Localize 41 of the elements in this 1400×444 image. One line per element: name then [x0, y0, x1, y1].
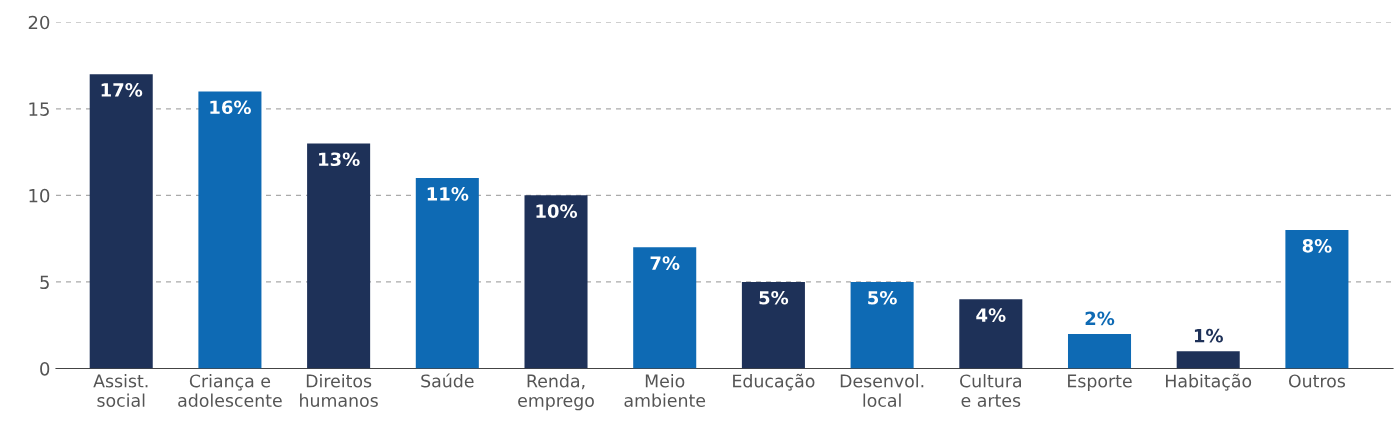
y-tick-label: 15 — [29, 102, 49, 116]
x-tick-label: Renda, emprego — [518, 374, 594, 411]
data-label: 8% — [1302, 238, 1332, 253]
data-label: 1% — [1194, 328, 1223, 343]
y-tick-label: 0 — [40, 361, 50, 376]
x-tick-label: Cultura e artes — [960, 374, 1022, 407]
x-tick-label: Saúde — [421, 373, 474, 388]
bar — [959, 299, 1023, 369]
data-label: 2% — [1085, 311, 1115, 326]
data-label: 16% — [210, 100, 251, 115]
y-tick-label: 5 — [40, 275, 49, 290]
bar — [524, 195, 588, 369]
x-tick-label: Esporte — [1068, 374, 1132, 391]
x-tick-label: Outros — [1288, 374, 1346, 388]
bar — [1067, 333, 1132, 369]
bar — [415, 178, 479, 369]
x-tick-label: Desenvol. local — [840, 374, 924, 407]
data-label: 4% — [976, 308, 1006, 322]
bar — [89, 74, 153, 369]
x-tick-label: Criança e adolescente — [178, 374, 282, 407]
x-tick-label: Direitos humanos — [300, 374, 378, 407]
bar — [1285, 229, 1349, 369]
data-label: 13% — [319, 152, 360, 167]
x-tick-label: Educação — [733, 373, 815, 391]
x-tick-label: Assist. social — [93, 374, 148, 407]
data-label: 10% — [536, 204, 578, 218]
bar — [741, 281, 805, 369]
x-tick-label: Habitação — [1166, 373, 1252, 391]
bar — [633, 247, 697, 369]
data-label: 5% — [868, 290, 897, 305]
data-label: 7% — [650, 256, 680, 270]
x-tick-label: Meio ambiente — [624, 374, 706, 407]
y-tick-label: 20 — [28, 15, 50, 30]
bar — [307, 143, 371, 369]
bar — [1176, 351, 1240, 369]
y-tick-label: 10 — [29, 188, 50, 203]
data-label: 17% — [101, 83, 143, 97]
data-label: 11% — [427, 187, 469, 201]
data-label: 5% — [759, 290, 789, 305]
bar — [198, 91, 262, 369]
bar — [850, 281, 914, 369]
